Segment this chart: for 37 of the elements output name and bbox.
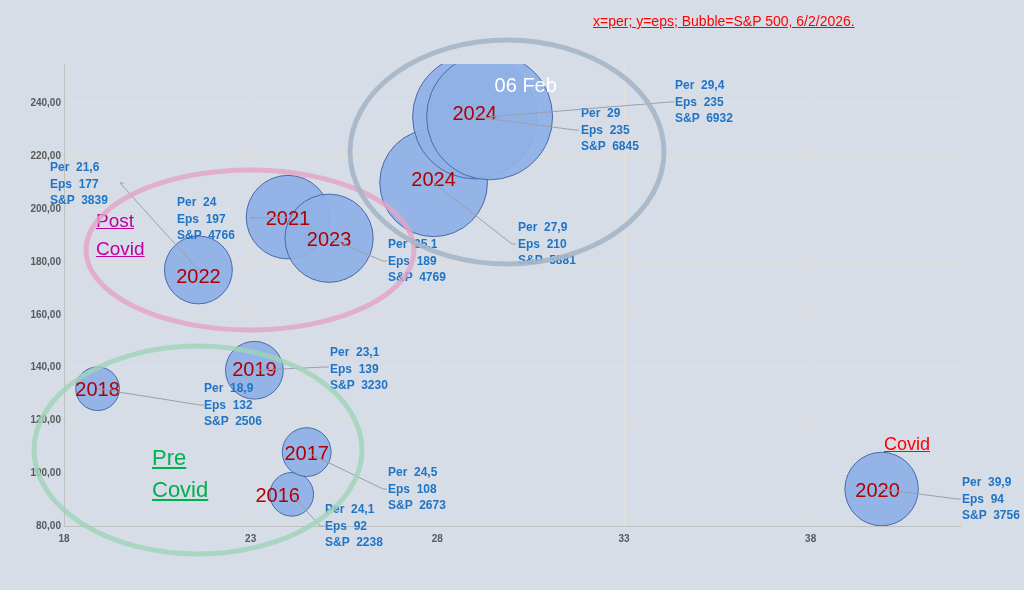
annotation: 2017 <box>284 441 329 464</box>
annotation: Per 39,9 Eps 94 S&P 3756 <box>962 475 1021 523</box>
y-tick-label: 180,00 <box>30 255 62 267</box>
x-tick-label: 38 <box>805 532 817 544</box>
x-tick-label: 28 <box>431 532 444 544</box>
annotation: 2021 <box>265 206 311 229</box>
y-tick-label: 220,00 <box>30 150 62 162</box>
annotation: Per 24,5 Eps 108 S&P 2673 <box>388 465 447 513</box>
annotation: 2022 <box>176 265 221 288</box>
annotation: Per 24 Eps 197 S&P 4766 <box>177 195 236 243</box>
annotation: Pre Covid <box>152 443 209 504</box>
annotation: Per 18,9 Eps 132 S&P 2506 <box>204 381 263 429</box>
annotation: 2016 <box>255 483 300 506</box>
annotation: 2020 <box>855 478 900 501</box>
annotation: Covid <box>884 434 931 455</box>
annotation: Post Covid <box>96 208 145 261</box>
annotation: Per 27,9 Eps 210 S&P 5881 <box>518 220 577 268</box>
annotation: Per 29 Eps 235 S&P 6845 <box>581 106 640 154</box>
annotation: Per 29,4 Eps 235 S&P 6932 <box>675 78 734 126</box>
annotation: 2024 <box>452 102 497 125</box>
annotation: Per 24,1 Eps 92 S&P 2238 <box>325 502 384 550</box>
y-tick-label: 120,00 <box>30 414 62 426</box>
annotation: 2018 <box>75 378 120 401</box>
y-tick-label: 100,00 <box>30 466 62 478</box>
y-tick-label: 140,00 <box>30 361 62 373</box>
x-tick-label: 23 <box>245 532 257 544</box>
annotation: 2024 <box>411 168 456 191</box>
y-tick-label: 240,00 <box>30 97 62 109</box>
annotation: 2023 <box>306 227 352 250</box>
y-tick-label: 160,00 <box>30 308 62 320</box>
annotation: Per 25,1 Eps 189 S&P 4769 <box>388 237 447 285</box>
annotation: 2019 <box>232 357 277 380</box>
x-tick-label: 33 <box>618 532 630 544</box>
x-tick-label: 18 <box>58 532 70 544</box>
annotation: Per 23,1 Eps 139 S&P 3230 <box>330 345 389 393</box>
y-tick-label: 80,00 <box>35 519 62 531</box>
chart-title: x=per; y=eps; Bubble=S&P 500, 6/2/2026. <box>593 13 855 29</box>
